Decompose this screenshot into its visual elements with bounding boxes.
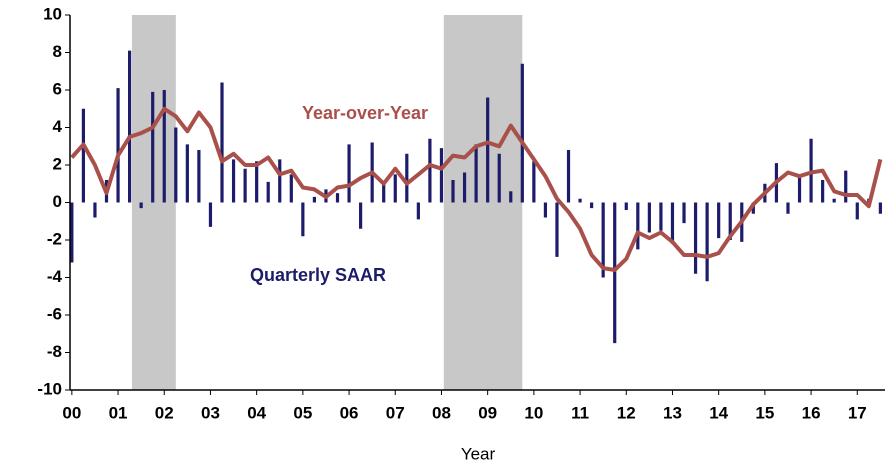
bar	[751, 202, 755, 214]
y-tick-label: 6	[53, 79, 62, 98]
bar	[520, 63, 524, 203]
bar	[555, 202, 559, 257]
bar	[359, 202, 363, 229]
bar	[693, 202, 698, 274]
x-tick-label: 11	[571, 403, 589, 422]
y-tick-label: 2	[53, 154, 62, 173]
x-tick-label: 06	[340, 403, 359, 422]
bar	[717, 202, 721, 239]
x-tick-label: 02	[155, 403, 174, 422]
bar	[347, 144, 351, 203]
bar	[197, 150, 201, 203]
x-axis-label: Year	[461, 444, 496, 463]
bar	[624, 202, 628, 210]
bar	[139, 202, 143, 209]
x-tick-label: 16	[802, 403, 821, 422]
bar	[509, 191, 513, 203]
bar	[301, 202, 305, 237]
bar	[416, 202, 420, 220]
bar	[428, 138, 432, 203]
bar	[382, 183, 386, 203]
bar	[312, 196, 317, 203]
y-tick-label: 8	[53, 42, 62, 61]
x-tick-label: 05	[293, 403, 312, 422]
bar	[70, 202, 74, 263]
bar	[682, 202, 686, 224]
bar	[266, 181, 270, 203]
x-tick-label: 04	[247, 403, 266, 422]
bar	[405, 153, 409, 203]
annotation: Year-over-Year	[302, 103, 428, 123]
bar	[821, 180, 825, 203]
x-tick-label: 09	[478, 403, 497, 422]
bar	[255, 161, 259, 203]
x-tick-label: 00	[62, 403, 81, 422]
bar	[670, 202, 675, 244]
bar	[278, 159, 282, 203]
x-tick-label: 08	[432, 403, 451, 422]
bar	[566, 150, 571, 203]
bar	[832, 198, 836, 203]
bar	[220, 82, 224, 203]
bar	[151, 91, 155, 203]
bar	[786, 202, 790, 214]
bar	[647, 202, 651, 233]
bar	[231, 159, 236, 203]
x-tick-label: 13	[663, 403, 682, 422]
bar	[335, 193, 340, 203]
x-tick-label: 07	[386, 403, 405, 422]
bar	[81, 108, 85, 203]
bar	[393, 174, 397, 203]
bar	[162, 90, 166, 203]
x-tick-label: 10	[524, 403, 543, 422]
bar	[705, 202, 709, 282]
bar	[578, 198, 582, 203]
y-tick-label: 0	[53, 192, 62, 211]
bar	[93, 202, 97, 218]
y-tick-label: -10	[37, 379, 62, 398]
bar	[613, 202, 617, 344]
x-tick-label: 14	[709, 403, 728, 422]
bar	[462, 172, 467, 203]
x-tick-label: 03	[201, 403, 220, 422]
bar	[797, 174, 802, 203]
bar	[855, 202, 859, 220]
bar	[659, 202, 663, 231]
bar	[208, 202, 213, 227]
bar	[590, 202, 594, 209]
bar	[451, 180, 455, 203]
bar	[497, 153, 501, 203]
x-tick-label: 17	[848, 403, 867, 422]
y-tick-label: 10	[43, 4, 62, 23]
line	[70, 106, 883, 272]
bar	[636, 202, 640, 250]
bar	[289, 174, 293, 203]
y-tick-label: 4	[53, 117, 63, 136]
bar	[532, 161, 536, 203]
y-tick-label: -4	[47, 267, 63, 286]
x-tick-label: 01	[109, 403, 128, 422]
y-tick-label: -6	[47, 304, 62, 323]
annotation: Quarterly SAAR	[250, 265, 386, 285]
y-tick-label: -8	[47, 342, 62, 361]
bar	[116, 88, 120, 203]
bar	[543, 202, 548, 218]
x-tick-label: 12	[617, 403, 636, 422]
bar	[878, 202, 882, 214]
bar	[728, 202, 732, 240]
bar	[128, 50, 132, 203]
bar	[844, 170, 848, 203]
y-tick-label: -2	[47, 229, 62, 248]
bar	[601, 202, 605, 278]
bar	[439, 148, 444, 203]
bar	[174, 127, 178, 203]
bar	[474, 144, 478, 203]
bar	[243, 168, 247, 203]
x-tick-label: 15	[755, 403, 774, 422]
bar	[185, 144, 189, 203]
bar	[486, 97, 490, 203]
